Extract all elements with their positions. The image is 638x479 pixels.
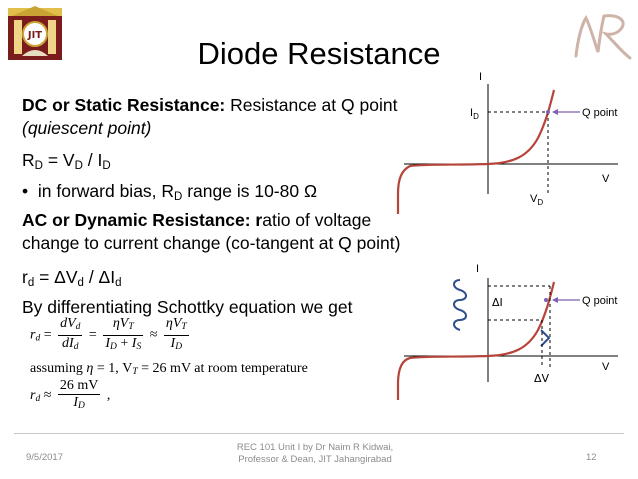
diode-iv-graph-top: I V ID VD Q point	[396, 71, 618, 214]
svg-text:JIT: JIT	[27, 30, 42, 41]
top-vd-label: VD	[530, 193, 543, 207]
eq1-f2-den-b-sub: S	[136, 342, 142, 352]
dc-resistance-line: DC or Static Resistance: Resistance at Q…	[22, 94, 397, 116]
top-diode-curve	[396, 89, 556, 214]
rd-formula: RD = VD / ID	[22, 149, 111, 177]
footer-credit-line-2: Professor & Dean, JIT Jahangirabad	[238, 454, 392, 465]
eq1-f2-plus: +	[116, 336, 132, 351]
eq1-f2-den-b: I	[131, 336, 137, 351]
delta-v-text: = ΔV	[34, 267, 78, 287]
college-crest-icon: JIT	[8, 6, 62, 60]
eq1-fraction-3: ηVT ID	[163, 316, 189, 355]
ac-resistance-heading: AC or Dynamic Resistance:	[22, 210, 256, 230]
delta-v-sub: d	[77, 277, 84, 289]
bottom-q-point-marker	[544, 298, 548, 302]
top-i-axis-label: I	[479, 71, 482, 83]
dynamic-resistance-equation: rd = dVd dId = ηVT ID + IS ≈ ηVT ID	[30, 316, 192, 355]
eq1-lhs: r	[30, 327, 36, 343]
top-v-axis-label: V	[602, 173, 610, 185]
eq3-lhs-sub: d	[35, 394, 41, 405]
footer-credit-line-1: REC 101 Unit I by Dr Naim R Kidwai,	[236, 442, 394, 453]
eq3-lhs: r	[30, 388, 36, 404]
eq1-f3-num-sub: T	[181, 322, 187, 332]
eq2-prefix: assuming	[30, 361, 87, 376]
eq1-lhs-sub: d	[35, 333, 41, 344]
approx-rd-equation: rd ≈ 26 mV ID ,	[30, 378, 110, 414]
eq1-f2-num: ηV	[112, 316, 129, 331]
footer-credit: REC 101 Unit I by Dr Naim R Kidwai, Prof…	[180, 442, 450, 466]
eq1-fraction-1: dVd dId	[58, 316, 83, 355]
eq1-equals: =	[43, 327, 52, 343]
eq3-fraction: 26 mV ID	[57, 378, 101, 414]
small-rd-sub: d	[27, 277, 35, 289]
bottom-diode-curve	[396, 281, 556, 400]
current-signal-wave	[453, 279, 467, 331]
top-q-arrowhead	[552, 109, 558, 115]
eq1-fraction-2: ηVT ID + IS	[103, 316, 144, 355]
eq3-approx: ≈	[43, 388, 52, 404]
eq1-f2-den-a: I	[105, 336, 110, 351]
footer-date: 9/5/2017	[26, 452, 63, 463]
top-q-point-label: Q point	[582, 107, 617, 119]
differentiation-line: By differentiating Schottky equation we …	[22, 297, 353, 317]
ac-resistance-line-2: change to current change (co-tangent at …	[22, 233, 401, 253]
eq3-num: 26 mV	[57, 378, 101, 395]
eq1-approx: ≈	[149, 327, 158, 343]
bullet-dot: •	[22, 181, 29, 201]
delta-i-sub: d	[115, 277, 122, 289]
eq1-equals-2: =	[88, 327, 97, 343]
forward-bias-bullet: • in forward bias, RD range is 10-80 Ω	[22, 180, 317, 208]
eq3-den: I	[73, 395, 79, 410]
dc-resistance-text: Resistance at Q point	[225, 95, 398, 115]
eq2-eta: η	[86, 361, 94, 376]
bullet-text-b: range is 10-80 Ω	[182, 181, 318, 201]
bullet-sub: D	[174, 191, 183, 203]
eq1-f2-den-a-sub: D	[110, 342, 117, 352]
voltage-signal-wave	[540, 329, 551, 347]
dc-resistance-heading: DC or Static Resistance:	[22, 95, 226, 115]
rd-div-i: / I	[82, 150, 103, 170]
footer-divider	[14, 433, 624, 434]
top-id-label: ID	[470, 107, 479, 121]
eq2-part-b: = 26 mV at room temperature	[137, 361, 308, 376]
top-q-point-marker	[546, 110, 550, 114]
eq3-den-sub: D	[78, 401, 85, 411]
bullet-text-a: in forward bias, R	[37, 181, 175, 201]
delta-v-label: ΔV	[534, 372, 550, 385]
rd-eq-v: = V	[42, 150, 75, 170]
eq1-f1-num: dV	[60, 316, 76, 331]
ac-resistance-text: atio of voltage	[262, 210, 372, 230]
eq1-f2-num-sub: T	[128, 322, 134, 332]
diode-iv-graph-bottom: I V ΔI ΔV Q point	[396, 263, 618, 400]
id-sub: D	[102, 160, 111, 172]
ac-resistance-line: AC or Dynamic Resistance: ratio of volta…	[22, 209, 371, 231]
ac-r-letter: r	[255, 210, 263, 230]
eq1-f1-num-sub: d	[75, 322, 81, 332]
rd-symbol: R	[22, 150, 35, 170]
bottom-q-arrowhead	[552, 297, 558, 303]
eq1-f3-num: ηV	[165, 316, 182, 331]
delta-i-text: / ΔI	[83, 267, 116, 287]
assumption-equation: assuming η = 1, VT = 26 mV at room tempe…	[30, 361, 308, 377]
vd-sub: D	[74, 160, 83, 172]
delta-i-label: ΔI	[492, 296, 503, 309]
quiescent-note: (quiescent point)	[22, 118, 152, 138]
eq2-vt-sub: T	[132, 367, 138, 377]
eq1-f1-den: dI	[62, 336, 74, 351]
eq3-tail: ,	[106, 388, 111, 404]
eq1-f1-den-sub: d	[73, 342, 79, 352]
rd-sub: D	[34, 160, 43, 172]
bottom-v-axis-label: V	[602, 361, 610, 373]
page-number: 12	[586, 452, 597, 463]
nr-monogram-icon	[574, 14, 632, 60]
eq1-f3-den: I	[170, 336, 176, 351]
bottom-q-point-label: Q point	[582, 295, 617, 307]
small-rd-symbol: r	[22, 267, 28, 287]
bottom-i-axis-label: I	[476, 263, 479, 275]
eq1-f3-den-sub: D	[175, 342, 183, 352]
slide-title: Diode Resistance	[197, 36, 441, 71]
eq2-part-a: = 1, V	[93, 361, 133, 376]
small-rd-formula: rd = ΔVd / ΔId	[22, 266, 122, 294]
